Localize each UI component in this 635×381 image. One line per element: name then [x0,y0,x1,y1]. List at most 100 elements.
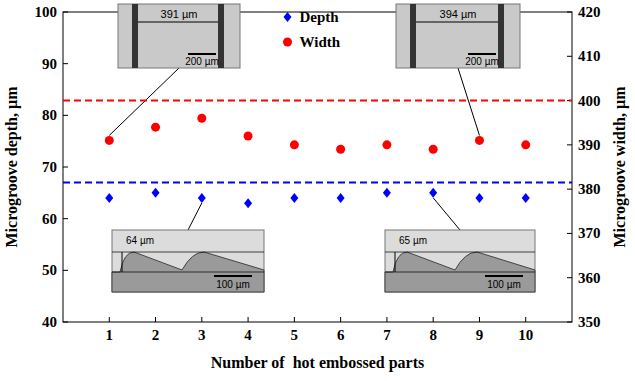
x-tick [155,317,156,322]
x-tick-label: 8 [429,327,437,343]
legend: Depth Width [283,9,341,50]
y-tick [63,115,68,116]
chart: 4050607080901003503603703803904004104201… [0,0,635,381]
inset-measure: 64 µm [126,235,154,246]
y-tick-label: 90 [42,56,57,72]
y2-tick [567,189,572,190]
y2-tick [567,233,572,234]
y-tick [63,322,68,323]
x-axis-title: Number of hot embossed parts [211,354,424,372]
x-tick [340,317,341,322]
inset: 394 µm200 µm [396,4,520,68]
measure-line [122,252,123,272]
insets: 391 µm200 µm394 µm200 µm64 µm100 µm65 µm… [109,4,535,292]
point [336,145,345,154]
x-tick-label: 7 [383,327,391,343]
legend-label: Depth [300,9,340,25]
x-tick [109,317,110,322]
x-tick [479,317,480,322]
x-tick-label: 3 [198,327,206,343]
y2-tick [567,12,572,13]
scale-bar [188,53,216,55]
point [151,123,160,132]
x-tick [386,317,387,322]
x-tick [525,317,526,322]
measure-line [112,272,264,273]
x-tick [201,317,202,322]
inset-scale: 200 µm [185,56,219,67]
scale-bar [214,275,252,277]
y2-tick-label: 410 [578,48,601,64]
x-tick [294,317,295,322]
measure-line [416,22,498,23]
y-axis-title: Microgroove depth, µm [3,86,21,248]
inset-arrow [433,198,460,230]
legend-marker [283,38,292,47]
point [105,193,113,203]
point [197,114,206,123]
point [383,188,391,198]
point [290,140,299,149]
scale-bar [468,53,496,55]
y-tick [63,63,68,64]
profile [385,252,535,292]
point [429,145,438,154]
point [382,140,391,149]
point [105,136,114,145]
inset-arrow [109,68,179,135]
y-tick-label: 80 [42,107,57,123]
y2-tick [567,322,572,323]
x-tick-label: 2 [152,327,160,343]
point [198,193,206,203]
point [521,140,530,149]
measure-line [385,272,535,273]
profile [112,252,264,292]
inset-image [385,230,535,292]
inset-image [396,4,520,68]
point [475,136,484,145]
x-tick-label: 6 [337,327,345,343]
y2-tick [567,56,572,57]
y-tick [63,270,68,271]
inset-image [118,4,240,68]
y2-axis-title: Microgroove width, µm [611,86,629,248]
reference-line [63,182,572,184]
y2-tick-label: 420 [578,4,601,20]
y-tick [63,218,68,219]
point [244,132,253,141]
reference-line [63,100,572,102]
x-tick-label: 5 [291,327,299,343]
inset-arrow [188,203,202,230]
y2-tick [567,144,572,145]
y2-tick-label: 360 [578,270,601,286]
y2-tick-label: 380 [578,181,601,197]
inset: 391 µm200 µm [118,4,240,68]
inset-arrow [458,68,479,135]
measure-line [138,22,218,23]
x-tick-label: 10 [518,327,533,343]
y-tick-label: 40 [42,314,57,330]
inset-scale: 200 µm [465,56,499,67]
legend-label: Width [300,34,341,50]
point [244,198,252,208]
point [475,193,483,203]
groove-edge [410,4,416,68]
y2-tick-label: 370 [578,225,601,241]
inset-scale: 100 µm [487,279,521,290]
groove-edge [132,4,138,68]
x-tick-label: 9 [476,327,484,343]
scale-bar [485,275,523,277]
x-tick [433,317,434,322]
y-tick-label: 60 [42,211,57,227]
point [290,193,298,203]
inset: 64 µm100 µm [112,230,264,292]
groove-edge [498,4,504,68]
measure-line [385,252,535,253]
y2-tick-label: 400 [578,93,601,109]
y2-tick [567,277,572,278]
legend-marker [284,12,292,22]
groove-edge [218,4,224,68]
inset-measure: 65 µm [399,235,427,246]
y-tick-label: 70 [42,159,57,175]
x-tick [248,317,249,322]
